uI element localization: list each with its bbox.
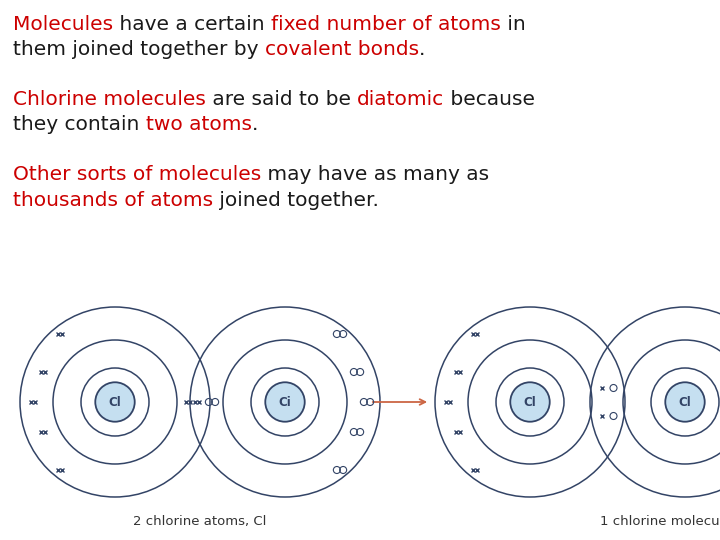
Text: .: .	[252, 116, 258, 134]
Text: Cl: Cl	[523, 395, 536, 408]
Text: joined together.: joined together.	[213, 191, 379, 210]
Text: Other sorts of molecules: Other sorts of molecules	[13, 165, 261, 185]
Text: they contain: they contain	[13, 116, 145, 134]
Text: are said to be: are said to be	[206, 90, 357, 109]
Text: have a certain: have a certain	[113, 15, 271, 34]
Text: Cl: Cl	[109, 395, 122, 408]
Text: in: in	[501, 15, 526, 34]
Text: fixed number of atoms: fixed number of atoms	[271, 15, 501, 34]
Circle shape	[510, 382, 550, 422]
Text: 2 chlorine atoms, Cl: 2 chlorine atoms, Cl	[133, 516, 266, 529]
Circle shape	[95, 382, 135, 422]
Circle shape	[665, 382, 705, 422]
Text: covalent bonds: covalent bonds	[265, 40, 419, 59]
Text: 1 chlorine molecule, Cl: 1 chlorine molecule, Cl	[600, 516, 720, 529]
Text: Molecules: Molecules	[13, 15, 113, 34]
Text: diatomic: diatomic	[357, 90, 444, 109]
Text: Chlorine molecules: Chlorine molecules	[13, 90, 206, 109]
Text: them joined together by: them joined together by	[13, 40, 265, 59]
Text: Ci: Ci	[279, 395, 292, 408]
Text: Cl: Cl	[679, 395, 691, 408]
Circle shape	[265, 382, 305, 422]
Text: may have as many as: may have as many as	[261, 165, 490, 185]
Text: thousands of atoms: thousands of atoms	[13, 191, 213, 210]
Text: .: .	[419, 40, 426, 59]
Text: because: because	[444, 90, 536, 109]
Text: two atoms: two atoms	[145, 116, 252, 134]
